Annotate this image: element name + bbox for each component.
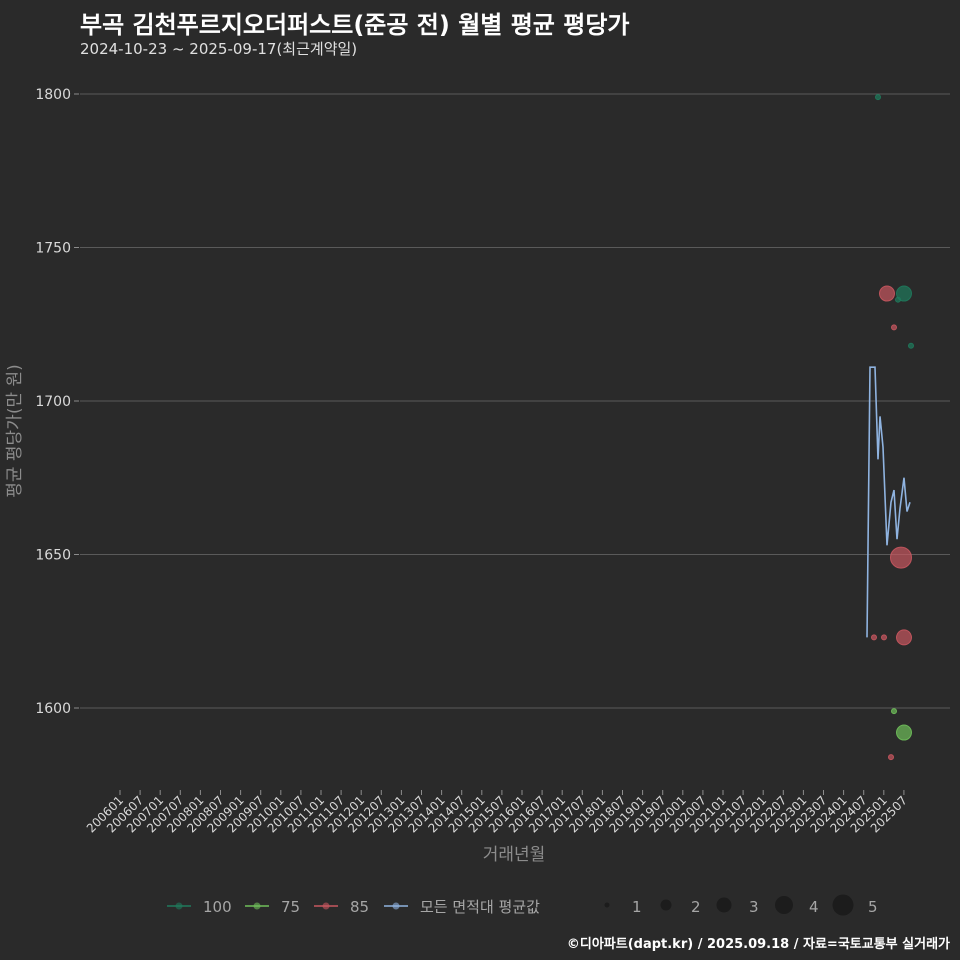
average-line — [866, 366, 911, 638]
data-point-75 — [891, 708, 897, 715]
legend-label: 75 — [281, 898, 300, 916]
x-axis-title: 거래년월 — [483, 845, 546, 865]
legend-marker — [392, 902, 400, 910]
legend-size-marker — [775, 896, 793, 914]
data-point-100 — [895, 296, 901, 303]
data-point-100 — [875, 94, 881, 101]
data-point-85 — [879, 285, 895, 302]
legend-label: 100 — [203, 898, 232, 916]
data-point-75 — [896, 724, 912, 741]
data-point-85 — [890, 546, 912, 569]
data-point-85 — [888, 754, 894, 761]
y-tick-label: 1700 — [35, 394, 71, 410]
legend-size-label: 5 — [868, 898, 878, 916]
legend-size-label: 3 — [749, 898, 759, 916]
legend-size-marker — [604, 902, 610, 908]
y-axis-ticks: 1600 1650 1700 1750 1800 — [35, 87, 79, 717]
legend: 100 75 85 모든 면적대 평균값 1 2 3 4 5 — [167, 894, 878, 916]
legend-marker — [175, 902, 183, 910]
grid-lines — [80, 93, 950, 709]
data-point-100 — [908, 342, 914, 349]
legend-marker — [322, 902, 330, 910]
legend-size-marker — [660, 899, 672, 911]
chart-title: 부곡 김천푸르지오더퍼스트(준공 전) 월별 평균 평당가 — [80, 11, 630, 39]
y-tick-label: 1800 — [35, 87, 71, 103]
y-axis-title: 평균 평당가(만 원) — [5, 364, 25, 498]
chart-subtitle: 2024-10-23 ~ 2025-09-17(최근계약일) — [80, 40, 358, 58]
legend-size-marker — [716, 897, 732, 913]
data-point-85 — [891, 324, 897, 331]
scatter-points — [871, 94, 914, 761]
x-axis-ticks: 2006012006072007012007072008012008072009… — [84, 790, 910, 836]
data-point-85 — [896, 629, 912, 646]
legend-size-label: 4 — [809, 898, 819, 916]
data-point-100 — [896, 285, 912, 302]
y-tick-label: 1750 — [35, 241, 71, 257]
source-caption: ©디아파트(dapt.kr) / 2025.09.18 / 자료=국토교통부 실… — [566, 937, 950, 952]
legend-size-label: 2 — [691, 898, 701, 916]
legend-marker — [253, 902, 261, 910]
data-point-85 — [871, 634, 877, 641]
legend-size-marker — [832, 894, 854, 916]
legend-label: 85 — [350, 898, 369, 916]
average-price-line — [866, 366, 911, 638]
legend-label: 모든 면적대 평균값 — [420, 898, 540, 916]
y-tick-label: 1650 — [35, 548, 71, 564]
y-tick-label: 1600 — [35, 701, 71, 717]
legend-size-label: 1 — [632, 898, 642, 916]
data-point-85 — [881, 634, 887, 641]
